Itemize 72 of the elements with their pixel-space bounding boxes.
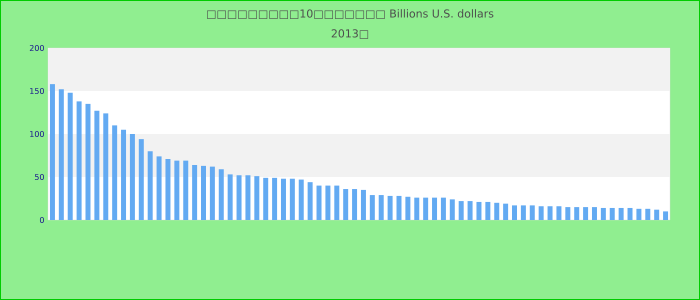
bar bbox=[201, 166, 206, 220]
bar bbox=[520, 205, 526, 220]
bar bbox=[378, 195, 384, 220]
bar bbox=[548, 206, 553, 220]
bar bbox=[228, 174, 233, 220]
bar bbox=[138, 139, 144, 220]
bar bbox=[396, 196, 402, 220]
bar bbox=[645, 208, 650, 220]
bar bbox=[450, 199, 455, 220]
bar bbox=[94, 110, 100, 220]
bar bbox=[370, 195, 375, 220]
bar bbox=[85, 104, 90, 220]
bar bbox=[512, 205, 518, 220]
bar bbox=[636, 208, 642, 220]
bar bbox=[476, 202, 482, 220]
bar bbox=[254, 176, 260, 220]
bar bbox=[76, 101, 82, 220]
bar bbox=[218, 169, 224, 220]
bar bbox=[468, 201, 473, 220]
bar bbox=[556, 206, 562, 220]
bar bbox=[440, 198, 446, 220]
bar bbox=[458, 201, 464, 220]
bar bbox=[245, 175, 250, 220]
bar bbox=[298, 180, 304, 220]
bar bbox=[334, 186, 340, 220]
bar bbox=[388, 196, 393, 220]
bar bbox=[156, 156, 162, 220]
bar bbox=[183, 160, 188, 220]
bar bbox=[316, 186, 322, 220]
chart-subtitle: 2013□ bbox=[332, 29, 368, 39]
bar bbox=[432, 198, 438, 220]
bar bbox=[280, 178, 286, 220]
bar bbox=[58, 89, 64, 220]
bar bbox=[405, 196, 410, 220]
bar bbox=[103, 113, 108, 220]
bar bbox=[210, 166, 215, 220]
bar bbox=[600, 208, 606, 220]
bar bbox=[112, 125, 118, 220]
bar bbox=[618, 208, 624, 220]
bar bbox=[574, 207, 580, 220]
bar bbox=[565, 207, 570, 220]
bar bbox=[494, 202, 500, 220]
bar bbox=[272, 178, 278, 220]
bar bbox=[352, 189, 358, 220]
bar bbox=[654, 210, 660, 220]
bar bbox=[360, 190, 366, 220]
bar bbox=[50, 84, 55, 220]
bar bbox=[538, 206, 544, 220]
bar bbox=[68, 92, 73, 220]
bar bbox=[325, 186, 330, 220]
bar bbox=[530, 205, 535, 220]
bar bbox=[148, 151, 153, 220]
bar bbox=[174, 160, 180, 220]
bar bbox=[290, 178, 295, 220]
bar bbox=[610, 208, 615, 220]
bar bbox=[583, 207, 588, 220]
chart-title: □□□□□□□□□10□□□□□□□ Billions U.S. dollars bbox=[207, 9, 494, 19]
bar bbox=[263, 178, 268, 220]
bar bbox=[663, 211, 668, 220]
bar bbox=[130, 134, 135, 220]
bar bbox=[165, 158, 170, 220]
bar bbox=[503, 204, 508, 220]
bar bbox=[485, 202, 490, 220]
bar bbox=[628, 208, 633, 220]
bar bbox=[343, 189, 348, 220]
bar bbox=[592, 207, 597, 220]
bar bbox=[414, 198, 420, 220]
bar bbox=[192, 164, 198, 220]
bar bbox=[121, 130, 126, 220]
bar bbox=[236, 175, 242, 220]
bar bbox=[423, 198, 428, 220]
bar bbox=[308, 182, 313, 220]
